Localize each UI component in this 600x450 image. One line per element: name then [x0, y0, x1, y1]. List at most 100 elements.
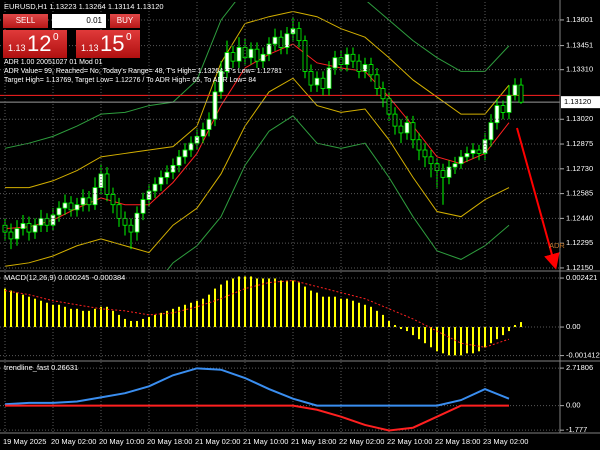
series-line: [5, 404, 509, 432]
histogram-bar: [352, 300, 354, 328]
candle-body: [128, 224, 134, 233]
histogram-bar: [118, 314, 120, 328]
price-prefix: 1.13: [8, 43, 26, 53]
candle-body: [326, 67, 332, 89]
histogram-bar: [466, 327, 468, 354]
buy-button[interactable]: BUY: [110, 14, 140, 28]
histogram-bar: [370, 306, 372, 328]
histogram-bar: [160, 312, 162, 328]
candle-body: [410, 122, 416, 141]
pane-title: MACD(12,26,9) 0.000245 -0.000384: [4, 273, 125, 282]
candle-body: [476, 149, 482, 154]
y-tick-label: -0.001412: [566, 351, 600, 360]
candle-body: [8, 231, 14, 240]
histogram-bar: [136, 320, 138, 328]
candle-body: [74, 204, 80, 211]
lot-input[interactable]: 0.01: [52, 14, 106, 28]
indicator-line: [166, 115, 510, 270]
candle-body: [212, 91, 218, 120]
candle-body: [422, 149, 428, 158]
histogram-bar: [64, 306, 66, 328]
x-tick-label: 20 May 10:00: [99, 437, 144, 446]
sell-button[interactable]: SELL: [3, 14, 48, 28]
y-tick-label: 1.13020: [566, 114, 593, 123]
candle-body: [26, 223, 32, 233]
x-tick-label: 22 May 10:00: [387, 437, 432, 446]
indicator-line: [5, 11, 510, 189]
candle-body: [116, 204, 122, 219]
candle-body: [122, 217, 128, 226]
histogram-bar: [46, 302, 48, 328]
histogram-bar: [100, 306, 102, 328]
histogram-bar: [232, 278, 234, 328]
y-tick-label: 0.00: [566, 322, 581, 331]
info-line: Target High= 1.13769, Target Low= 1.1227…: [4, 77, 257, 84]
candle-body: [182, 149, 188, 158]
histogram-bar: [196, 300, 198, 328]
x-tick-label: 21 May 02:00: [195, 437, 240, 446]
histogram-bar: [478, 327, 480, 352]
histogram-bar: [142, 318, 144, 328]
candle-body: [38, 217, 44, 226]
candle-body: [176, 156, 182, 166]
candle-body: [320, 77, 326, 89]
candle-body: [440, 170, 446, 178]
annotation: ADR: [549, 241, 565, 250]
histogram-bar: [274, 278, 276, 328]
candle-body: [188, 142, 194, 151]
candle-body: [512, 84, 518, 96]
candle-body: [86, 197, 92, 206]
x-tick-label: 21 May 10:00: [243, 437, 288, 446]
price-main: 15: [100, 31, 125, 56]
histogram-bar: [250, 276, 252, 328]
sell-price[interactable]: 1.13 12 0: [3, 30, 67, 58]
candle-body: [14, 228, 20, 240]
candle-body: [230, 52, 236, 62]
candle-body: [104, 173, 110, 195]
candle-body: [464, 153, 470, 158]
histogram-bar: [238, 276, 240, 328]
histogram-bar: [172, 308, 174, 328]
candle-body: [500, 105, 506, 113]
y-tick-label: -1.777: [566, 425, 587, 434]
histogram-bar: [484, 327, 486, 348]
histogram-bar: [130, 320, 132, 328]
candle-body: [392, 113, 398, 127]
indicator-line: [4, 77, 510, 267]
candle-body: [338, 57, 344, 65]
histogram-bar: [334, 296, 336, 328]
histogram-bar: [280, 280, 282, 328]
candle-body: [254, 48, 260, 62]
histogram-bar: [328, 296, 330, 328]
histogram-bar: [346, 298, 348, 328]
x-tick-label: 20 May 18:00: [147, 437, 192, 446]
indicator-line: [4, 2, 510, 149]
candle-body: [380, 88, 386, 100]
histogram-bar: [256, 278, 258, 328]
candle-body: [20, 223, 26, 230]
histogram-bar: [316, 292, 318, 328]
y-tick-label: 1.12440: [566, 213, 593, 222]
histogram-bar: [460, 327, 462, 356]
histogram-bar: [358, 302, 360, 328]
histogram-bar: [148, 316, 150, 328]
buy-price[interactable]: 1.13 15 0: [76, 30, 140, 58]
candle-body: [344, 53, 350, 65]
candle-body: [272, 36, 278, 45]
histogram-bar: [400, 327, 402, 330]
candle-body: [284, 33, 290, 48]
candle-body: [350, 53, 356, 62]
candle-body: [356, 60, 362, 72]
histogram-bar: [418, 327, 420, 340]
candle-body: [164, 171, 170, 178]
candle-body: [362, 64, 368, 72]
histogram-bar: [76, 308, 78, 328]
y-tick-label: 2.71806: [566, 363, 593, 372]
candle-body: [452, 163, 458, 168]
x-tick-label: 21 May 18:00: [291, 437, 336, 446]
histogram-bar: [292, 280, 294, 328]
histogram-bar: [364, 304, 366, 328]
histogram-bar: [472, 327, 474, 354]
x-tick-label: 23 May 02:00: [483, 437, 528, 446]
